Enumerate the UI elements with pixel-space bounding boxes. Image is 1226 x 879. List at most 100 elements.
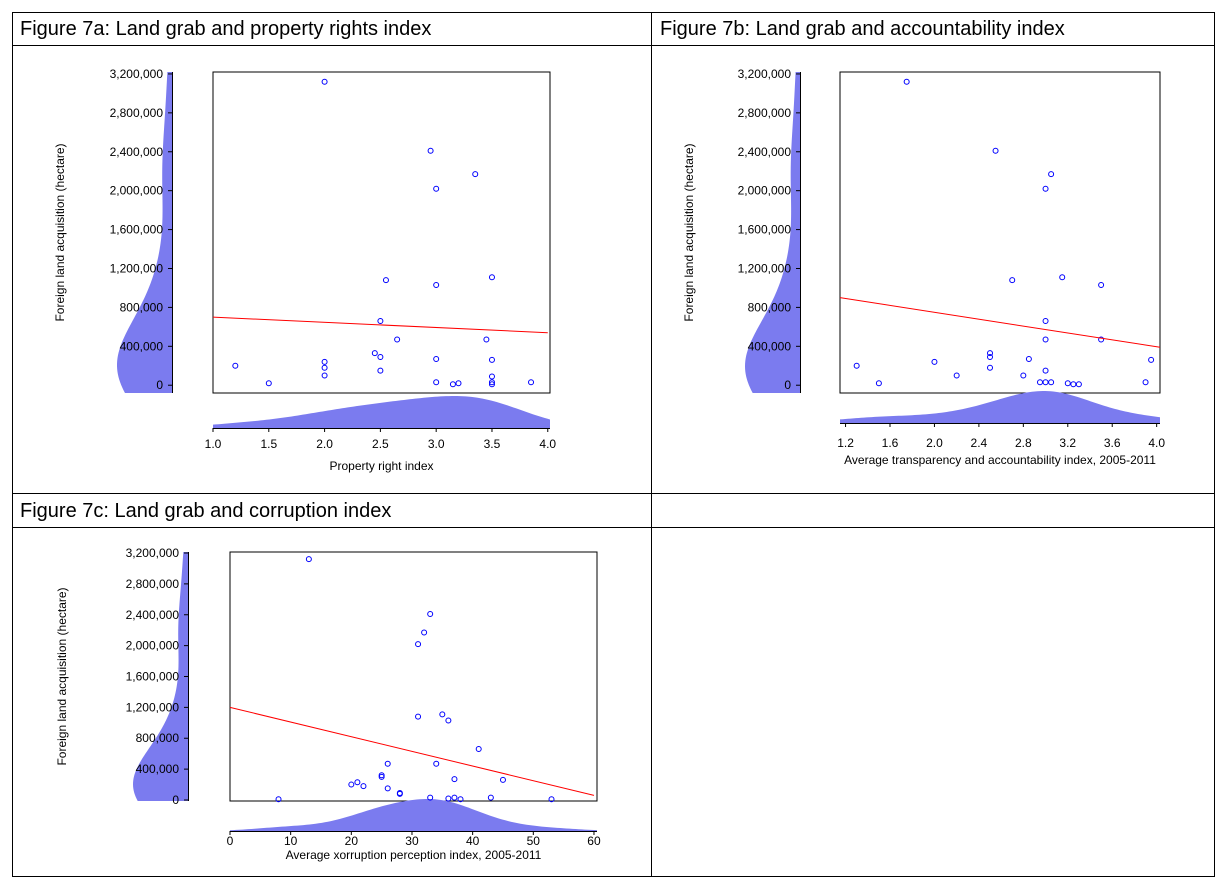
data-point xyxy=(488,379,495,386)
data-point xyxy=(265,380,272,387)
y-tick-label: 3,200,000 xyxy=(126,546,180,560)
y-tick-label: 2,000,000 xyxy=(110,184,164,198)
y-tick-label: 3,200,000 xyxy=(738,67,792,81)
table-frame xyxy=(12,12,1215,877)
data-point xyxy=(1059,274,1066,281)
data-point xyxy=(1042,367,1049,374)
x-tick-label: 2.8 xyxy=(1015,436,1032,450)
x-tick-label: 1.2 xyxy=(837,436,854,450)
y-tick-label: 2,400,000 xyxy=(110,145,164,159)
data-point xyxy=(931,358,938,365)
data-point xyxy=(382,277,389,284)
data-point xyxy=(1070,381,1077,388)
data-point xyxy=(953,372,960,379)
panel-title: Figure 7c: Land grab and corruption inde… xyxy=(20,500,391,522)
y-tick-label: 400,000 xyxy=(120,339,164,353)
data-point xyxy=(451,794,458,801)
x-tick-label: 1.0 xyxy=(205,437,222,451)
x-axis-label: Average transparency and accountability … xyxy=(844,453,1156,467)
x-tick-label: 2.5 xyxy=(372,437,389,451)
panel-title: Figure 7a: Land grab and property rights… xyxy=(20,18,431,40)
data-point xyxy=(472,171,479,178)
data-point xyxy=(371,350,378,357)
y-tick-label: 1,600,000 xyxy=(738,223,792,237)
y-density xyxy=(117,72,172,393)
data-point xyxy=(427,794,434,801)
data-point xyxy=(987,364,993,371)
y-tick-label: 0 xyxy=(156,378,163,392)
x-density xyxy=(840,391,1160,423)
data-point xyxy=(427,610,434,617)
y-tick-label: 2,000,000 xyxy=(126,639,180,653)
data-point xyxy=(377,367,384,374)
data-point xyxy=(439,711,446,718)
x-tick-label: 60 xyxy=(587,834,601,848)
data-point xyxy=(445,795,452,802)
plot-frame xyxy=(229,551,598,802)
x-tick-label: 1.6 xyxy=(882,436,899,450)
data-point xyxy=(1037,379,1043,386)
y-tick-label: 1,200,000 xyxy=(126,700,180,714)
y-axis-label: Foreign land acquisition (hectare) xyxy=(55,587,69,765)
data-point xyxy=(1042,185,1049,192)
data-point xyxy=(433,282,440,289)
data-point xyxy=(499,776,506,783)
y-tick-label: 0 xyxy=(784,378,791,392)
y-tick-label: 800,000 xyxy=(136,731,180,745)
data-point xyxy=(1042,318,1049,325)
plot-frame xyxy=(839,71,1161,394)
y-axis-label: Foreign land acquisition (hectare) xyxy=(53,143,67,321)
x-tick-label: 4.0 xyxy=(539,437,556,451)
data-point xyxy=(421,629,428,636)
x-tick-label: 20 xyxy=(345,834,359,848)
trend-line xyxy=(839,297,1161,348)
data-point xyxy=(321,78,328,85)
y-tick-label: 1,200,000 xyxy=(110,261,164,275)
x-tick-label: 2.0 xyxy=(316,437,333,451)
data-point xyxy=(853,362,860,369)
data-point xyxy=(548,796,555,803)
data-point xyxy=(488,274,495,281)
y-density xyxy=(133,552,188,801)
data-point xyxy=(488,381,495,388)
data-point xyxy=(445,717,452,724)
x-tick-label: 3.0 xyxy=(428,437,445,451)
data-point xyxy=(987,354,993,361)
plot-frame xyxy=(212,71,551,394)
y-tick-label: 0 xyxy=(172,793,179,807)
y-tick-label: 2,400,000 xyxy=(126,608,180,622)
x-axis-label: Average xorruption perception index, 200… xyxy=(286,848,542,862)
y-tick-label: 800,000 xyxy=(120,300,164,314)
data-point xyxy=(451,776,458,783)
data-point xyxy=(275,796,282,803)
trend-line xyxy=(229,706,595,796)
y-tick-label: 2,800,000 xyxy=(126,577,180,591)
data-point xyxy=(415,641,422,648)
data-point xyxy=(360,783,367,790)
data-point xyxy=(378,773,385,780)
x-tick-label: 50 xyxy=(527,834,541,848)
x-axis-label: Property right index xyxy=(329,459,433,473)
x-density xyxy=(230,799,597,831)
data-point xyxy=(1075,381,1082,388)
y-tick-label: 1,600,000 xyxy=(110,223,164,237)
data-point xyxy=(1020,372,1027,379)
data-point xyxy=(1098,336,1105,343)
data-point xyxy=(875,380,882,387)
y-tick-label: 400,000 xyxy=(136,762,180,776)
y-tick-label: 2,800,000 xyxy=(110,106,164,120)
x-tick-label: 2.0 xyxy=(926,436,943,450)
x-tick-label: 3.5 xyxy=(484,437,501,451)
data-point xyxy=(415,713,422,720)
table-borders xyxy=(12,12,1215,877)
x-tick-label: 10 xyxy=(284,834,298,848)
data-point xyxy=(483,336,490,343)
data-point xyxy=(348,781,355,788)
data-point xyxy=(475,746,482,753)
data-point xyxy=(433,355,440,362)
x-tick-label: 2.4 xyxy=(971,436,988,450)
data-point xyxy=(427,147,434,154)
data-point xyxy=(1098,282,1105,289)
